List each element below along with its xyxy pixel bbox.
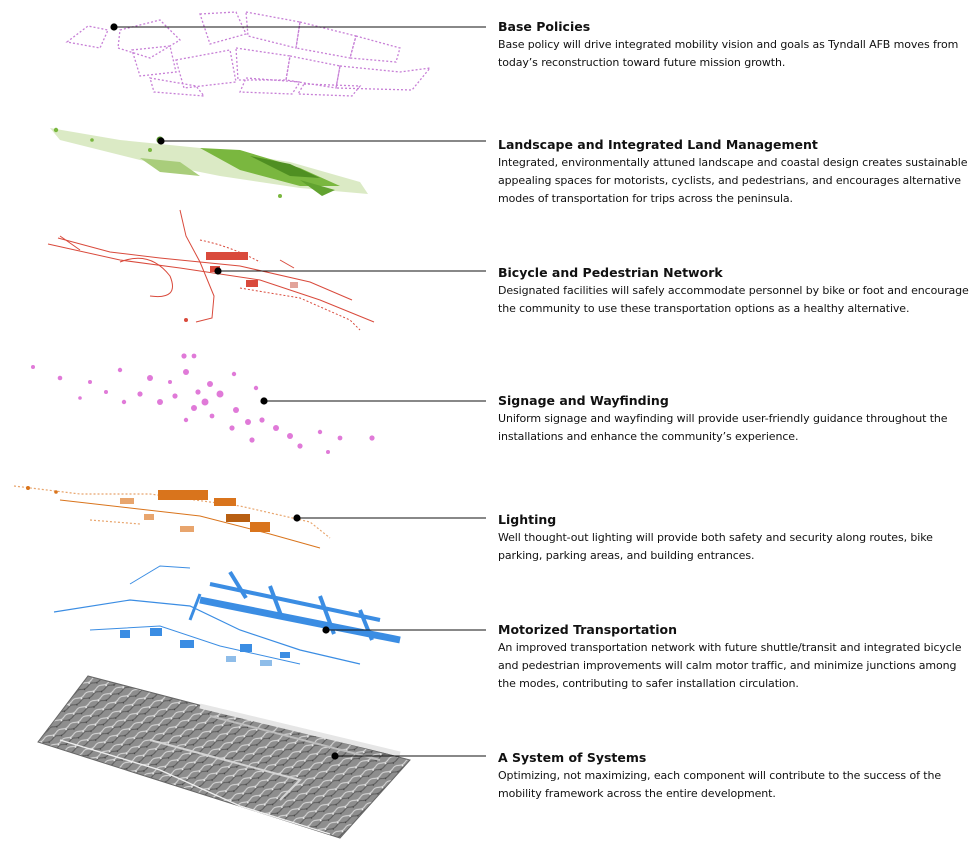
leader-dot-landscape [157,137,165,145]
signage-title: Signage and Wayfinding [498,393,669,408]
leader-dot-base-policies [110,23,118,31]
system-description: Optimizing, not maximizing, each compone… [498,769,941,800]
motorized-title: Motorized Transportation [498,622,678,637]
lighting-title: Lighting [498,512,557,527]
bike-ped-layer [47,209,375,331]
signage-layer [31,353,375,454]
leader-dot-signage [260,397,268,405]
lighting-description: Well thought-out lighting will provide b… [498,531,933,562]
system-title: A System of Systems [498,750,647,765]
landscape-title: Landscape and Integrated Land Management [498,137,818,152]
leader-dot-motorized [322,626,330,634]
lighting-layer [13,485,331,549]
leader-dot-bike-ped [214,267,222,275]
leader-dot-lighting [293,514,301,522]
landscape-layer [50,127,368,198]
bike-ped-description: Designated facilities will safely accomm… [498,284,969,315]
motorized-layer [53,565,401,666]
base-policies-title: Base Policies [498,19,591,34]
signage-description: Uniform signage and wayfinding will prov… [498,412,948,443]
leader-lines [114,26,486,757]
base-policies-layer [65,11,432,97]
motorized-description: An improved transportation network with … [498,641,962,690]
bike-ped-title: Bicycle and Pedestrian Network [498,265,723,280]
landscape-description: Integrated, environmentally attuned land… [498,156,968,205]
aerial-photo-layer [37,675,411,839]
leader-dot-system [331,752,339,760]
leader-dots [110,23,339,760]
base-policies-description: Base policy will drive integrated mobili… [498,38,959,69]
